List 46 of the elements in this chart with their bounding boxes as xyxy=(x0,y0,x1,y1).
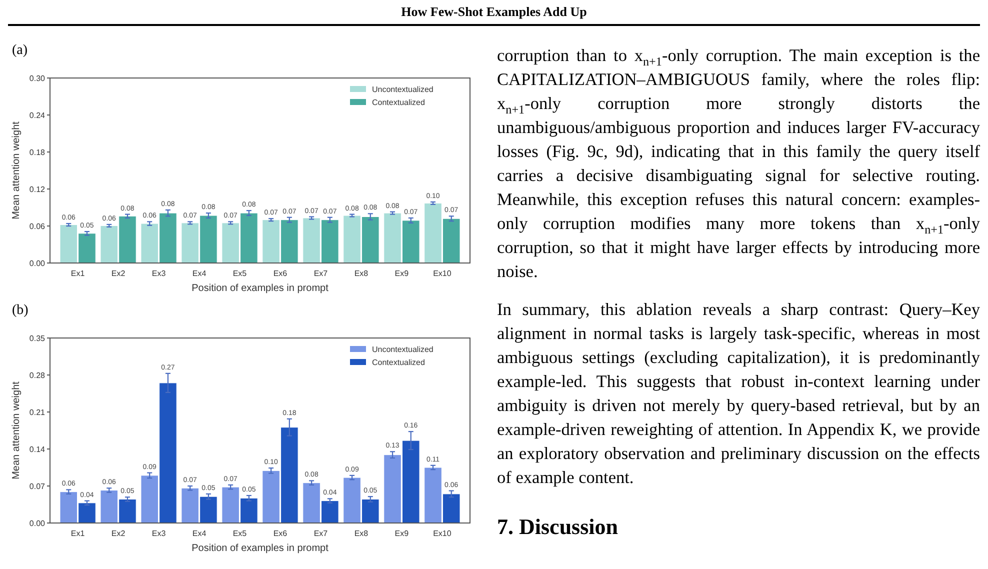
x-tick-label: Ex2 xyxy=(111,529,126,538)
x-tick-label: Ex5 xyxy=(232,529,248,538)
x-tick-label: Ex6 xyxy=(273,269,288,278)
x-tick-label: Ex6 xyxy=(273,529,288,538)
legend-label: Contextualized xyxy=(372,358,425,367)
x-tick-label: Ex9 xyxy=(394,269,410,278)
x-tick-label: Ex3 xyxy=(152,269,166,278)
y-axis-title: Mean attention weight xyxy=(11,121,22,220)
chart-title: (b) xyxy=(12,303,29,318)
x-tick-label: Ex5 xyxy=(232,269,248,278)
text: corruption than to x$_{n+1}$-only corruption. The main exception is the CAPITALIZATION–AMBIGUOUS family, where the roles flip: x$_{n+1}$-only corruption more strongly distorts the unambiguous/ambiguous proportion and induces larger FV-accuracy losses (Fig. 9c, 9d), indicating that in this family the query itself carries a decisive disambiguating signal for selective routing. Meanwhile, this exception refuses this natural concern: examples-only corruption modifies many more tokens than x$_{n+1}$-only corruption, so that it might have larger effects by introducing more noise. xyxy=(497,46,980,281)
x-axis-title: Position of examples in prompt xyxy=(192,283,329,294)
text: In summary, this ablation reveals a sharp contrast: Query–Key alignment in normal tasks is largely task-specific, whereas in most ambiguous settings (excluding capitalization), it is predominantly example-led. This suggests that robust in-context learning under ambiguity is driven not merely by query-based retrieval, but by an example-driven reweighting of attention. In Appendix K, we provide an exploratory observation and preliminary discussion on the effects of example content. xyxy=(497,299,980,489)
y-tick-label: 0.18 xyxy=(29,148,46,157)
y-tick-label: 0.35 xyxy=(29,334,46,343)
legend-label: Uncontextualized xyxy=(372,345,434,354)
y-tick-label: 0.12 xyxy=(29,184,46,194)
y-tick-label: 0.30 xyxy=(29,74,46,83)
text: 7. Discussion xyxy=(497,514,620,540)
x-tick-label: Ex10 xyxy=(433,529,452,538)
y-tick-label: 0.07 xyxy=(29,482,46,491)
y-tick-label: 0.00 xyxy=(29,518,46,528)
x-tick-label: Ex1 xyxy=(70,269,86,278)
x-tick-label: Ex4 xyxy=(192,529,207,538)
y-tick-label: 0.06 xyxy=(29,222,46,231)
x-tick-label: Ex8 xyxy=(354,529,369,538)
x-tick-label: Ex3 xyxy=(152,529,166,538)
x-tick-label: Ex7 xyxy=(314,529,328,538)
y-tick-label: 0.24 xyxy=(29,110,46,120)
legend-label: Uncontextualized xyxy=(372,85,434,94)
x-tick-label: Ex4 xyxy=(192,269,207,278)
y-axis-title: Mean attention weight xyxy=(11,381,22,480)
y-tick-label: 0.28 xyxy=(29,370,46,380)
x-axis-title: Position of examples in prompt xyxy=(192,543,329,554)
text: How Few-Shot Examples Add Up xyxy=(400,3,588,21)
chart-title: (a) xyxy=(12,43,28,58)
x-tick-label: Ex9 xyxy=(394,529,410,538)
x-tick-label: Ex1 xyxy=(70,529,86,538)
x-tick-label: Ex2 xyxy=(111,269,126,278)
x-tick-label: Ex8 xyxy=(354,269,369,278)
y-tick-label: 0.00 xyxy=(29,258,46,268)
x-tick-label: Ex7 xyxy=(314,269,328,278)
y-tick-label: 0.21 xyxy=(29,408,46,417)
legend-label: Contextualized xyxy=(372,98,425,107)
y-tick-label: 0.14 xyxy=(29,444,46,454)
x-tick-label: Ex10 xyxy=(433,269,452,278)
